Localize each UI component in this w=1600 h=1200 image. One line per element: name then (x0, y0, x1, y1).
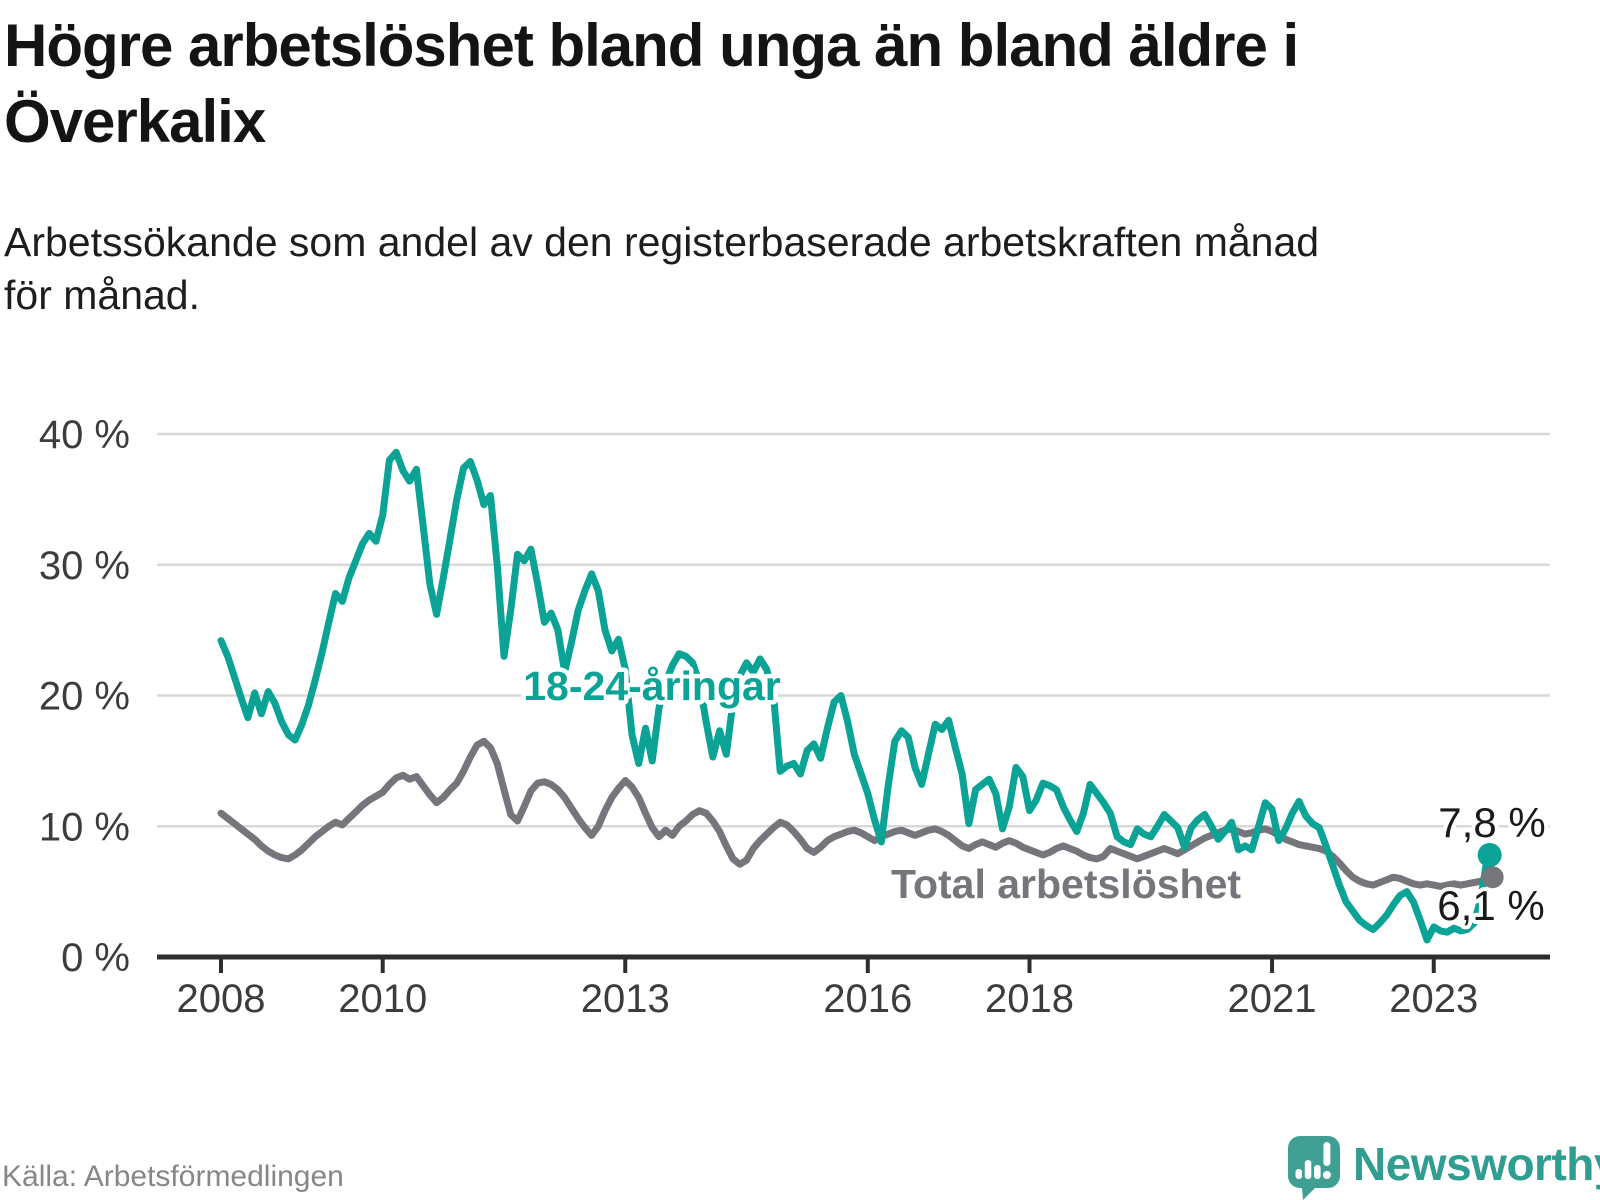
chart-subtitle-line2: för månad. (4, 272, 200, 318)
chart-title-line2: Överkalix (4, 88, 266, 155)
x-tick-label: 2013 (581, 977, 670, 1021)
gridlines (157, 432, 1550, 828)
y-tick-label: 20 % (39, 675, 130, 719)
x-tick-label: 2010 (338, 977, 427, 1021)
logo-bar-chart-icon (1295, 1142, 1331, 1179)
newsworthy-logo: Newsworthy (1288, 1136, 1600, 1200)
series-label-youth: 18-24-åringar (523, 663, 781, 709)
chart-subtitle-line1: Arbetssökande som andel av den registerb… (4, 219, 1320, 265)
chart-title-line1: Högre arbetslöshet bland unga än bland ä… (4, 12, 1299, 79)
end-dots (1477, 843, 1504, 889)
chart-title: Högre arbetslöshet bland unga än bland ä… (4, 8, 1596, 160)
y-tick-label: 10 % (39, 805, 130, 849)
x-tick-label: 2023 (1389, 977, 1478, 1021)
x-tick-label: 2008 (177, 977, 266, 1021)
end-dot-total (1481, 866, 1504, 889)
logo-text: Newsworthy (1353, 1138, 1600, 1190)
logo-speech-bubble-icon (1288, 1136, 1340, 1200)
y-tick-label: 0 % (61, 936, 130, 980)
x-tick-label: 2018 (985, 977, 1074, 1021)
chart-subtitle: Arbetssökande som andel av den registerb… (4, 216, 1564, 322)
axes: 0 % 10 % 20 % 30 % 40 % 2008 2010 2013 2016 2018 2… (39, 413, 1550, 1021)
line-chart: 0 % 10 % 20 % 30 % 40 % 2008 2010 2013 2016 2018 2… (39, 413, 1550, 1021)
end-label-youth: 7,8 % (1438, 799, 1545, 846)
end-label-total: 6,1 % (1437, 882, 1544, 929)
x-tick-label: 2016 (823, 977, 912, 1021)
series-line-youth (217, 448, 1492, 944)
x-tick-label: 2021 (1228, 977, 1317, 1021)
source-note: Källa: Arbetsförmedlingen (2, 1160, 344, 1193)
series-label-total: Total arbetslöshet (891, 861, 1241, 907)
y-tick-label: 40 % (39, 413, 130, 457)
end-dot-youth (1477, 843, 1502, 868)
y-tick-label: 30 % (39, 544, 130, 588)
series-lines (217, 448, 1492, 944)
